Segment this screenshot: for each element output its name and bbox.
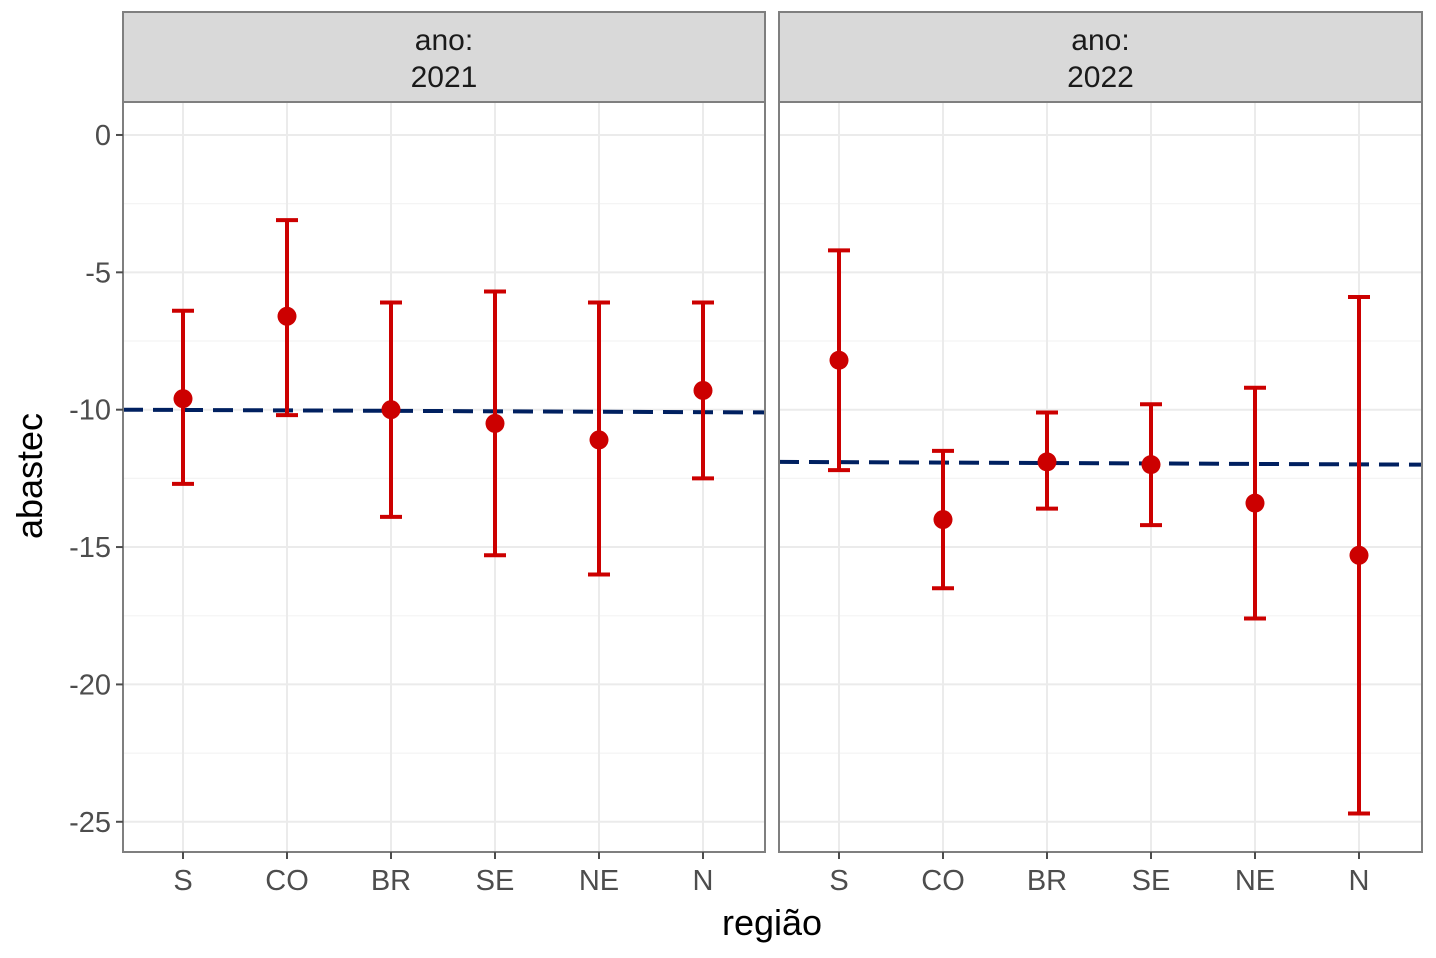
x-tick-label: CO <box>921 865 965 897</box>
panel-1: ano: 2021 S CO BR SE NE N <box>122 11 766 897</box>
x-tick-label: NE <box>1235 865 1275 897</box>
data-point <box>485 413 505 433</box>
data-point <box>277 306 297 326</box>
facet-strip-label: 2022 <box>1067 61 1134 94</box>
y-tick-label: -10 <box>69 395 111 427</box>
x-tick-label: CO <box>265 865 309 897</box>
errorbar-co <box>276 218 298 418</box>
errorbar-s <box>828 248 850 473</box>
x-axis-title: região <box>722 902 822 943</box>
facet-strip-label: ano: <box>1071 24 1129 57</box>
reference-line-dashed <box>778 459 1423 467</box>
facet-strip-background <box>122 11 766 103</box>
errorbar-co <box>932 448 954 591</box>
data-point <box>1245 493 1265 513</box>
data-point <box>1349 545 1369 565</box>
y-axis-title: abastec <box>9 413 50 539</box>
x-tick-label: N <box>693 865 714 897</box>
x-tick-label: BR <box>371 865 411 897</box>
y-tick-label: -15 <box>69 532 111 564</box>
y-tick-label: -25 <box>69 807 111 839</box>
data-point <box>829 350 849 370</box>
x-tick-label: SE <box>1132 865 1171 897</box>
data-point <box>1037 452 1057 472</box>
y-tick-label: -5 <box>85 257 111 289</box>
data-point <box>693 380 713 400</box>
errorbar-br <box>1036 410 1058 511</box>
data-point <box>589 430 609 450</box>
errorbar-br <box>380 300 402 519</box>
errorbar-n <box>692 300 714 481</box>
data-point <box>933 510 953 530</box>
panel-background <box>779 102 1422 852</box>
y-tick-label: 0 <box>95 120 111 152</box>
panel-background <box>123 102 765 852</box>
data-point <box>173 389 193 409</box>
panel-border <box>122 101 766 853</box>
facet-strip: ano: 2021 <box>122 11 766 103</box>
facet-strip: ano: 2022 <box>778 11 1423 103</box>
errorbar-se <box>484 289 506 558</box>
errorbar-ne <box>1244 385 1266 621</box>
errorbar-n <box>1348 295 1370 816</box>
errorbar-s <box>172 308 194 486</box>
panel-2: ano: 2022 S CO BR SE NE N <box>778 11 1423 897</box>
x-tick-label: BR <box>1027 865 1067 897</box>
facet-strip-label: ano: <box>415 24 473 57</box>
reference-line-dashed <box>122 407 766 415</box>
errorbar-se <box>1140 402 1162 528</box>
panel-border <box>778 101 1423 853</box>
x-tick-label: N <box>1349 865 1370 897</box>
x-tick-label: S <box>173 865 192 897</box>
errorbar-ne <box>588 300 610 577</box>
data-point <box>1141 455 1161 475</box>
x-tick-label: SE <box>476 865 515 897</box>
facet-strip-label: 2021 <box>411 61 478 94</box>
x-tick-label: S <box>829 865 848 897</box>
data-point <box>381 400 401 420</box>
x-tick-label: NE <box>579 865 619 897</box>
y-tick-label: -20 <box>69 669 111 701</box>
